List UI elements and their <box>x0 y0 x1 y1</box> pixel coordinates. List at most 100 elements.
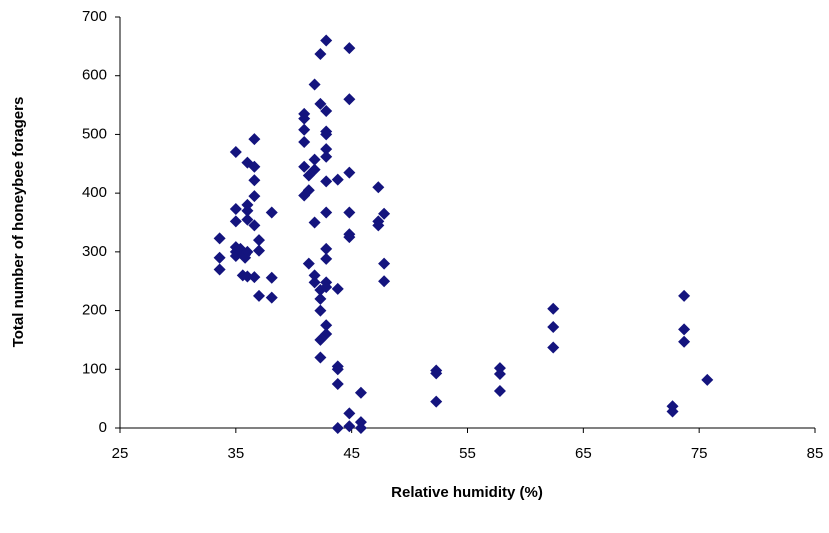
point <box>493 367 506 380</box>
point <box>320 34 333 47</box>
point <box>343 206 356 219</box>
point <box>320 281 333 294</box>
point <box>320 328 333 341</box>
point <box>343 42 356 55</box>
point <box>331 282 344 295</box>
point <box>265 291 278 304</box>
point <box>331 422 344 434</box>
point <box>248 219 261 232</box>
point <box>308 216 321 229</box>
point <box>308 269 321 282</box>
point <box>213 263 226 276</box>
point <box>308 153 321 166</box>
point <box>547 341 560 354</box>
point <box>493 385 506 398</box>
point <box>430 367 443 380</box>
point <box>314 351 327 364</box>
point <box>320 242 333 255</box>
point <box>229 146 242 159</box>
y-tick-label: 700 <box>82 8 107 25</box>
y-tick-label: 200 <box>82 302 107 319</box>
point <box>343 166 356 179</box>
point <box>298 160 311 173</box>
point <box>241 245 254 258</box>
point <box>372 181 385 194</box>
point <box>331 377 344 390</box>
point <box>265 271 278 284</box>
point <box>253 289 265 302</box>
x-axis-title: Relative humidity (%) <box>391 484 543 501</box>
x-tick-label: 75 <box>691 445 708 462</box>
point <box>213 232 226 245</box>
x-tick-label: 65 <box>575 445 592 462</box>
point <box>308 276 321 289</box>
point <box>378 257 391 270</box>
point <box>378 207 391 220</box>
point <box>213 251 226 264</box>
point <box>372 219 385 232</box>
point <box>343 407 356 420</box>
point <box>430 395 443 408</box>
x-tick-label: 45 <box>343 445 360 462</box>
x-tick-label: 55 <box>459 445 476 462</box>
point <box>229 202 242 215</box>
point <box>320 150 333 163</box>
point <box>320 143 333 156</box>
point <box>298 136 311 149</box>
point <box>253 234 265 247</box>
point <box>678 289 691 302</box>
point <box>331 363 344 376</box>
point <box>678 335 691 348</box>
point <box>320 319 333 332</box>
point <box>265 206 278 219</box>
point <box>343 420 356 433</box>
point <box>298 112 311 125</box>
y-tick-label: 600 <box>82 67 107 84</box>
x-tick-label: 35 <box>227 445 244 462</box>
point <box>302 257 315 270</box>
point <box>320 206 333 219</box>
point <box>248 174 261 187</box>
point <box>241 204 254 217</box>
point <box>314 304 327 317</box>
y-tick-label: 500 <box>82 125 107 142</box>
point <box>343 231 356 244</box>
point <box>320 104 333 117</box>
point <box>343 93 356 106</box>
y-tick-label: 300 <box>82 243 107 260</box>
y-tick-label: 0 <box>99 419 107 436</box>
point <box>248 271 261 284</box>
point <box>308 78 321 91</box>
point <box>314 292 327 305</box>
point <box>248 160 261 173</box>
point <box>354 386 367 399</box>
x-tick-label: 85 <box>807 445 824 462</box>
point <box>248 190 261 203</box>
point <box>666 405 679 418</box>
point <box>678 323 691 336</box>
point <box>314 97 327 110</box>
point <box>253 244 265 257</box>
point <box>241 270 254 283</box>
y-tick-label: 100 <box>82 360 107 377</box>
point <box>547 302 560 315</box>
point <box>314 47 327 60</box>
point <box>354 422 367 434</box>
point <box>701 373 714 386</box>
point <box>298 123 311 136</box>
point <box>320 175 333 188</box>
point <box>241 213 254 226</box>
point <box>320 128 333 141</box>
x-tick-label: 25 <box>112 445 129 462</box>
y-tick-label: 400 <box>82 184 107 201</box>
point <box>308 163 321 176</box>
point <box>331 173 344 186</box>
y-axis-title: Total number of honeybee foragers <box>10 97 27 348</box>
point <box>378 275 391 288</box>
point <box>229 215 242 228</box>
point <box>248 133 261 146</box>
point <box>320 252 333 265</box>
point <box>302 184 315 197</box>
